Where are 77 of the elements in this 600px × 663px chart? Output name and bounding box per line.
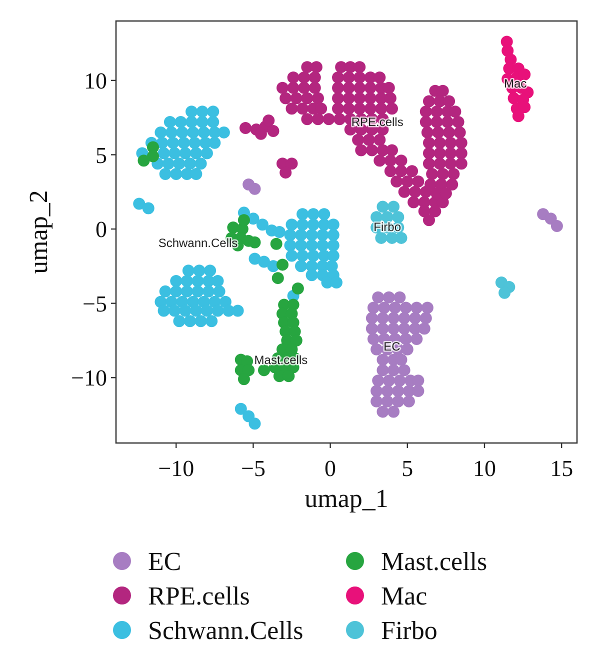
point	[376, 364, 389, 376]
point	[394, 374, 406, 387]
point	[375, 232, 388, 244]
point	[367, 302, 380, 314]
point	[381, 395, 394, 408]
legend-label: EC	[148, 547, 182, 576]
point	[388, 406, 400, 418]
legend-label: Mac	[381, 582, 428, 611]
legend-label: RPE.cells	[148, 582, 250, 611]
point	[282, 370, 295, 382]
point	[370, 395, 383, 408]
point	[392, 211, 404, 224]
x-tick-label: 15	[550, 456, 574, 481]
point	[367, 332, 380, 345]
annotation: Firbo	[374, 220, 402, 234]
y-tick-label: 10	[84, 68, 107, 94]
point	[276, 258, 289, 271]
annotation: EC	[384, 340, 401, 354]
legend-label: Mast.cells	[381, 547, 488, 576]
x-tick-label: 5	[402, 456, 414, 481]
point	[420, 312, 432, 324]
point	[382, 374, 395, 387]
point	[401, 343, 414, 356]
point	[398, 312, 410, 324]
point	[370, 384, 383, 397]
point	[238, 373, 250, 386]
point	[410, 302, 423, 314]
point	[398, 364, 410, 376]
point	[370, 343, 383, 356]
point	[418, 322, 430, 335]
point	[376, 200, 389, 213]
x-tick-label: −10	[158, 456, 194, 481]
point	[238, 214, 250, 226]
point	[550, 220, 563, 232]
point	[272, 272, 284, 284]
point	[147, 150, 160, 162]
x-tick-label: −5	[240, 456, 266, 481]
point	[392, 395, 404, 408]
point	[389, 302, 402, 314]
point	[258, 364, 270, 376]
point	[292, 282, 304, 294]
point	[394, 291, 406, 304]
point	[402, 395, 415, 408]
x-axis-title: umap_1	[304, 484, 388, 513]
legend-label: Firbo	[381, 616, 438, 646]
point	[388, 322, 400, 335]
point	[388, 364, 400, 376]
y-tick-label: 5	[96, 142, 107, 168]
y-tick-label: 0	[96, 217, 107, 242]
point	[400, 332, 412, 345]
point	[376, 322, 389, 335]
point	[376, 406, 389, 418]
point	[498, 286, 511, 299]
point	[372, 291, 384, 304]
point	[372, 374, 384, 387]
x-tick-label: 10	[472, 456, 496, 481]
point	[388, 312, 400, 324]
point	[290, 334, 302, 346]
point	[366, 312, 378, 324]
legend-label: Schwann.Cells	[148, 616, 304, 646]
point	[395, 232, 408, 244]
point	[248, 182, 261, 195]
point	[270, 238, 282, 250]
point	[410, 332, 423, 345]
x-tick-label: 0	[324, 456, 336, 481]
point	[138, 154, 150, 167]
point	[421, 302, 434, 314]
point	[382, 291, 395, 304]
point	[412, 384, 424, 397]
point	[388, 200, 400, 213]
point	[366, 322, 378, 335]
y-axis-title: umap_2	[24, 190, 53, 274]
point	[376, 312, 389, 324]
point	[392, 384, 404, 397]
point	[409, 312, 422, 324]
y-tick-label: −10	[71, 366, 107, 391]
y-tick-label: −5	[82, 291, 107, 316]
